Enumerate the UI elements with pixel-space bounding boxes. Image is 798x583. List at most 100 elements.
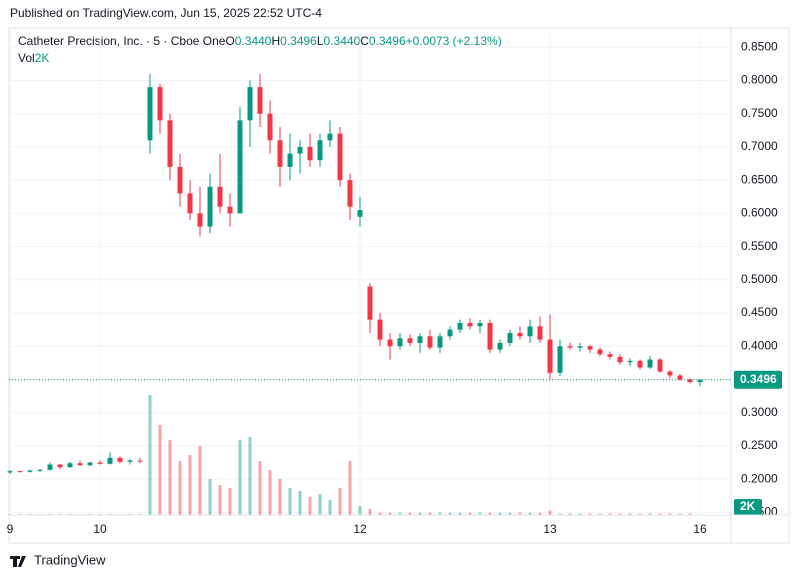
volume-bar (458, 512, 462, 515)
candle-body (107, 457, 113, 464)
candle-body (377, 319, 383, 340)
volume-bar (438, 512, 442, 515)
candle-body (337, 133, 343, 181)
candle-body (437, 336, 443, 348)
y-tick-label: 0.2000 (741, 471, 778, 485)
volume-bar (228, 488, 232, 515)
candle-body (237, 120, 243, 214)
volume-bar (388, 512, 392, 515)
candle-body (17, 471, 23, 473)
candle-body (467, 322, 473, 327)
candle-body (567, 346, 573, 348)
volume-bar (168, 440, 172, 515)
volume-bar (648, 513, 652, 515)
candle-body (137, 460, 143, 462)
volume-bar (278, 479, 282, 515)
volume-value: 2K (35, 51, 50, 65)
candle-body (217, 186, 223, 207)
candle-body (477, 322, 483, 327)
candle-body (157, 87, 163, 121)
volume-bar (238, 440, 242, 515)
candle-body (577, 346, 583, 348)
volume-bar (308, 497, 312, 515)
volume-bar (158, 425, 162, 515)
y-tick-label: 0.7500 (741, 106, 778, 120)
x-tick-label: 9 (7, 522, 14, 536)
candle-body (357, 210, 363, 217)
candle-body (697, 379, 703, 383)
legend-line: Catheter Precision, Inc. · 5 · Cboe OneO… (18, 34, 502, 48)
x-tick-label: 13 (543, 522, 557, 536)
volume-bar (658, 513, 662, 515)
candle-body (667, 371, 673, 376)
volume-bar (268, 470, 272, 515)
candle-body (187, 193, 193, 214)
candle-body (537, 326, 543, 340)
candle-body (557, 346, 563, 373)
volume-bar (478, 512, 482, 515)
candle-body (527, 326, 533, 337)
volume-bar (518, 512, 522, 515)
volume-bar (178, 461, 182, 515)
last-volume-box (734, 499, 762, 515)
candle-body (647, 359, 653, 368)
volume-bar (468, 512, 472, 515)
volume-bar (548, 510, 552, 515)
axes: 0.15000.20000.25000.30000.35000.40000.45… (7, 39, 782, 536)
chart-frame (8, 27, 790, 544)
legend-value: +0.0073 (+2.13%) (406, 34, 502, 48)
candle-body (247, 87, 253, 121)
y-tick-label: 0.7000 (741, 139, 778, 153)
candle-body (297, 146, 303, 154)
volume-bar (348, 461, 352, 515)
y-tick-label: 0.5500 (741, 239, 778, 253)
y-tick-label: 0.5000 (741, 272, 778, 286)
volume-bar (678, 513, 682, 515)
candle-body (507, 332, 513, 343)
candle-body (127, 460, 133, 462)
volume-bar (368, 509, 372, 515)
legend-value: 0.3496 (280, 34, 317, 48)
candle-body (317, 140, 323, 161)
volume-bar (638, 513, 642, 515)
volume-bar (378, 512, 382, 515)
candle-body (197, 213, 203, 227)
volume-bar (298, 491, 302, 515)
published-header: Published on TradingView.com, Jun 15, 20… (10, 6, 322, 20)
y-tick-label: 0.8000 (741, 73, 778, 87)
candle-body (267, 113, 273, 141)
volume-bar (498, 512, 502, 515)
volume-bar (208, 479, 212, 515)
volume-bar (688, 513, 692, 515)
volume-bar (508, 512, 512, 515)
volume-bar (358, 506, 362, 515)
volume-bar (198, 446, 202, 515)
volume-legend: Vol2K (18, 51, 49, 65)
volume-bar (338, 488, 342, 515)
y-tick-label: 0.3000 (741, 405, 778, 419)
candle-body (37, 469, 43, 471)
candle-body (87, 462, 93, 466)
candle-body (287, 153, 293, 167)
volume-bar (558, 513, 562, 515)
volume-bar (668, 513, 672, 515)
candle-body (27, 470, 33, 472)
volume-bar (628, 513, 632, 515)
legend: Catheter Precision, Inc. · 5 · Cboe OneO… (18, 34, 502, 65)
y-tick-label: 0.4500 (741, 305, 778, 319)
candle-body (147, 87, 153, 141)
candles (7, 73, 703, 474)
legend-key: H (271, 34, 280, 48)
y-tick-label: 0.4000 (741, 338, 778, 352)
volume-bar (428, 512, 432, 515)
volume-bar (448, 512, 452, 515)
volume-bar (288, 488, 292, 515)
symbol-title: Catheter Precision, Inc. · 5 · Cboe One (18, 34, 226, 48)
volume-bar (408, 512, 412, 515)
candle-body (307, 146, 313, 161)
candle-body (517, 332, 523, 337)
volume-bar (578, 513, 582, 515)
candle-body (597, 349, 603, 355)
candle-body (47, 464, 53, 470)
